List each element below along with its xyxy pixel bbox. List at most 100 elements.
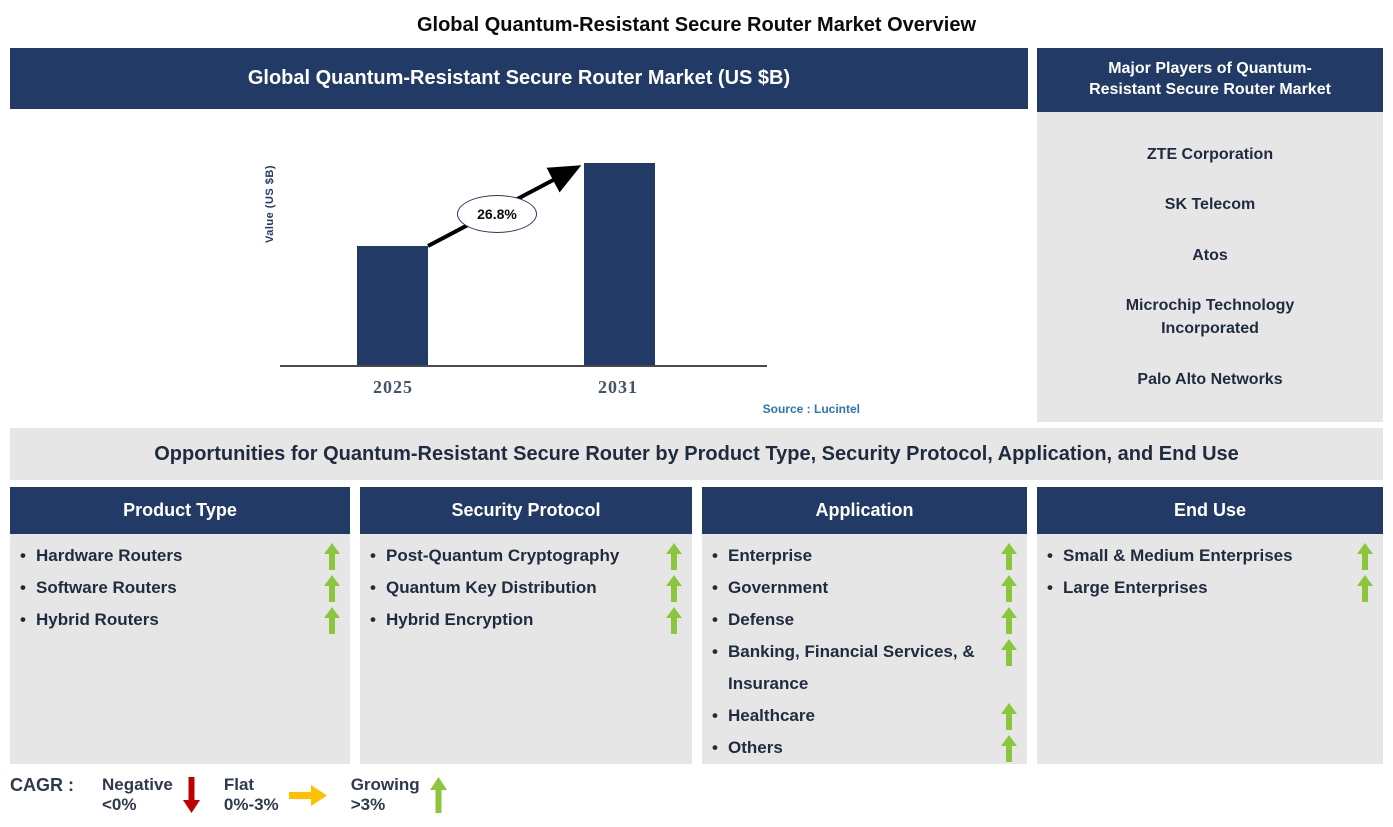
bullet-icon: •	[712, 578, 718, 597]
growing-up-arrow-icon	[1001, 575, 1017, 602]
column-items: • Enterprise • Government • Defense • Ba…	[702, 534, 1027, 764]
list-item: Atos	[1192, 246, 1228, 264]
growing-up-arrow-icon	[1357, 575, 1373, 602]
legend-label: Negative	[102, 775, 173, 794]
cagr-trend-arrow	[427, 165, 582, 248]
page-title: Global Quantum-Resistant Secure Router M…	[416, 14, 977, 36]
bullet-icon: •	[712, 610, 718, 629]
list-item: • Large Enterprises	[1047, 572, 1373, 604]
column-title: Product Type	[10, 487, 350, 534]
item-label: Enterprise	[728, 546, 813, 565]
item-label: Post-Quantum Cryptography	[386, 546, 620, 565]
list-item: • Quantum Key Distribution	[370, 572, 682, 604]
item-label: Small & Medium Enterprises	[1063, 546, 1293, 565]
growing-up-arrow-icon	[1001, 703, 1017, 730]
x-tick-2025: 2025	[373, 377, 413, 397]
list-item: • Banking, Financial Services, & Insuran…	[712, 636, 1017, 700]
list-item: Microchip Technology Incorporated	[1125, 297, 1295, 338]
list-item: • Defense	[712, 604, 1017, 636]
opportunities-banner: Opportunities for Quantum-Resistant Secu…	[10, 428, 1383, 480]
list-item: • Enterprise	[712, 540, 1017, 572]
legend-label: Flat	[223, 775, 255, 794]
legend-range: >3%	[350, 795, 386, 814]
list-item: • Others	[712, 732, 1017, 764]
bar-chart: Value (US $B) 26.8% 2025 2031 Source : L…	[10, 109, 1028, 422]
column-items: • Hardware Routers • Software Routers • …	[10, 534, 350, 636]
x-tick-2031: 2031	[598, 377, 638, 397]
item-label: Hardware Routers	[36, 546, 183, 565]
segmentation-columns: Product Type • Hardware Routers • Softwa…	[10, 487, 1383, 764]
item-label: Government	[728, 578, 829, 597]
growing-up-arrow-icon	[324, 575, 340, 602]
item-label: Banking, Financial Services, & Insurance	[728, 642, 975, 693]
bullet-icon: •	[20, 546, 26, 565]
source-note: Source : Lucintel	[762, 402, 860, 416]
bullet-icon: •	[712, 546, 718, 565]
column-items: • Post-Quantum Cryptography • Quantum Ke…	[360, 534, 692, 636]
list-item: • Small & Medium Enterprises	[1047, 540, 1373, 572]
growing-up-arrow-icon	[666, 575, 682, 602]
chart-panel-title: Global Quantum-Resistant Secure Router M…	[10, 48, 1028, 109]
column-title: Security Protocol	[360, 487, 692, 534]
bullet-icon: •	[20, 610, 26, 629]
bullet-icon: •	[370, 610, 376, 629]
legend-item-flat: Flat 0%-3%	[224, 775, 327, 815]
item-label: Others	[728, 738, 783, 757]
cagr-ellipse-callout: 26.8%	[457, 195, 537, 233]
list-item: • Software Routers	[20, 572, 340, 604]
list-item: • Healthcare	[712, 700, 1017, 732]
list-item: ZTE Corporation	[1146, 146, 1274, 164]
security-protocol-column: Security Protocol • Post-Quantum Cryptog…	[360, 487, 692, 764]
flat-right-arrow-icon	[288, 785, 327, 806]
column-items: • Small & Medium Enterprises • Large Ent…	[1037, 534, 1383, 604]
legend-item-growing: Growing >3%	[351, 775, 447, 815]
major-players-list: ZTE Corporation SK Telecom Atos Microchi…	[1037, 112, 1383, 422]
item-label: Healthcare	[728, 706, 815, 725]
column-title: Application	[702, 487, 1027, 534]
list-item: • Government	[712, 572, 1017, 604]
item-label: Hybrid Routers	[36, 610, 159, 629]
legend-label: Growing	[350, 775, 420, 794]
growing-up-arrow-icon	[1001, 543, 1017, 570]
growing-up-arrow-icon	[666, 543, 682, 570]
major-players-title-text: Major Players of Quantum-Resistant Secur…	[1089, 60, 1331, 98]
growing-up-arrow-icon	[429, 777, 447, 813]
major-players-title: Major Players of Quantum-Resistant Secur…	[1037, 48, 1383, 112]
legend-text: Flat 0%-3%	[224, 775, 279, 815]
item-label: Large Enterprises	[1063, 578, 1208, 597]
list-item: Palo Alto Networks	[1137, 370, 1283, 388]
list-item: • Post-Quantum Cryptography	[370, 540, 682, 572]
item-label: Defense	[728, 610, 795, 629]
bullet-icon: •	[370, 546, 376, 565]
bar-2031	[584, 163, 655, 367]
cagr-value: 26.8%	[477, 206, 517, 222]
end-use-column: End Use • Small & Medium Enterprises • L…	[1037, 487, 1383, 764]
legend-text: Growing >3%	[351, 775, 420, 815]
application-column: Application • Enterprise • Government • …	[702, 487, 1027, 764]
legend-range: <0%	[102, 795, 137, 814]
major-players-panel: Major Players of Quantum-Resistant Secur…	[1037, 48, 1383, 422]
bullet-icon: •	[712, 706, 718, 725]
bullet-icon: •	[20, 578, 26, 597]
growing-up-arrow-icon	[666, 607, 682, 634]
cagr-legend-prefix: CAGR :	[10, 775, 74, 795]
legend-text: Negative <0%	[102, 775, 173, 815]
growing-up-arrow-icon	[1001, 735, 1017, 762]
column-title: End Use	[1037, 487, 1383, 534]
list-item: • Hybrid Routers	[20, 604, 340, 636]
list-item: • Hardware Routers	[20, 540, 340, 572]
cagr-legend: CAGR : Negative <0% Flat 0%-3% Growing >…	[10, 775, 471, 815]
list-item: • Hybrid Encryption	[370, 604, 682, 636]
item-label: Hybrid Encryption	[386, 610, 534, 629]
growing-up-arrow-icon	[1001, 607, 1017, 634]
item-label: Software Routers	[36, 578, 177, 597]
bullet-icon: •	[1047, 578, 1053, 597]
bullet-icon: •	[712, 642, 718, 661]
legend-item-negative: Negative <0%	[102, 775, 200, 815]
item-label: Quantum Key Distribution	[386, 578, 597, 597]
negative-down-arrow-icon	[182, 777, 200, 813]
x-axis-line	[280, 365, 767, 367]
market-chart-panel: Global Quantum-Resistant Secure Router M…	[10, 48, 1028, 422]
product-type-column: Product Type • Hardware Routers • Softwa…	[10, 487, 350, 764]
